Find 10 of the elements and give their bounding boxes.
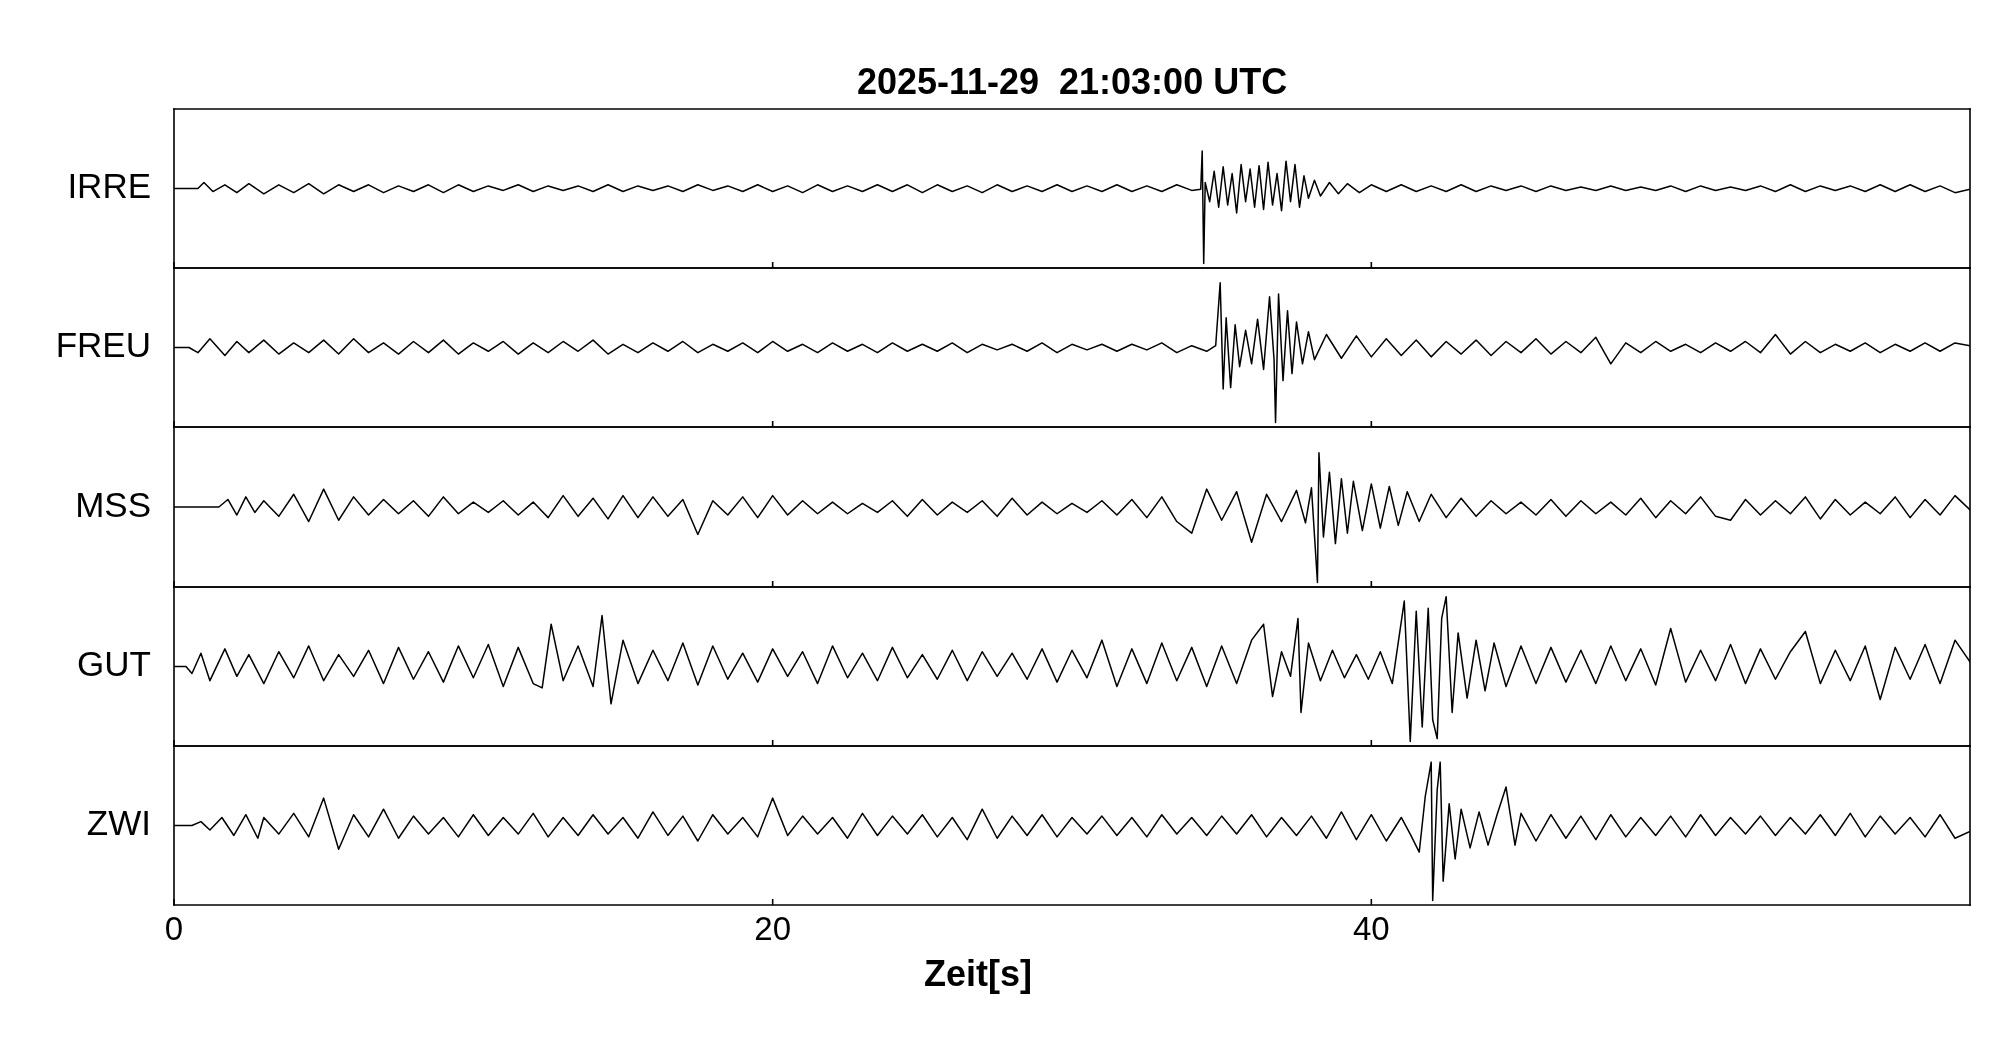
series-label: ZWI <box>86 803 151 843</box>
x-tick-label: 20 <box>754 910 792 948</box>
x-tick-label: 0 <box>164 910 184 948</box>
series-label: FREU <box>55 325 151 365</box>
series-label: IRRE <box>67 166 151 206</box>
series-label: MSS <box>75 484 151 524</box>
series-label: GUT <box>77 644 151 684</box>
x-axis-title: Zeit[s] <box>924 952 1032 994</box>
x-tick-label: 40 <box>1352 910 1390 948</box>
chart-title: 2025-11-29 21:03:00 UTC <box>856 60 1288 102</box>
